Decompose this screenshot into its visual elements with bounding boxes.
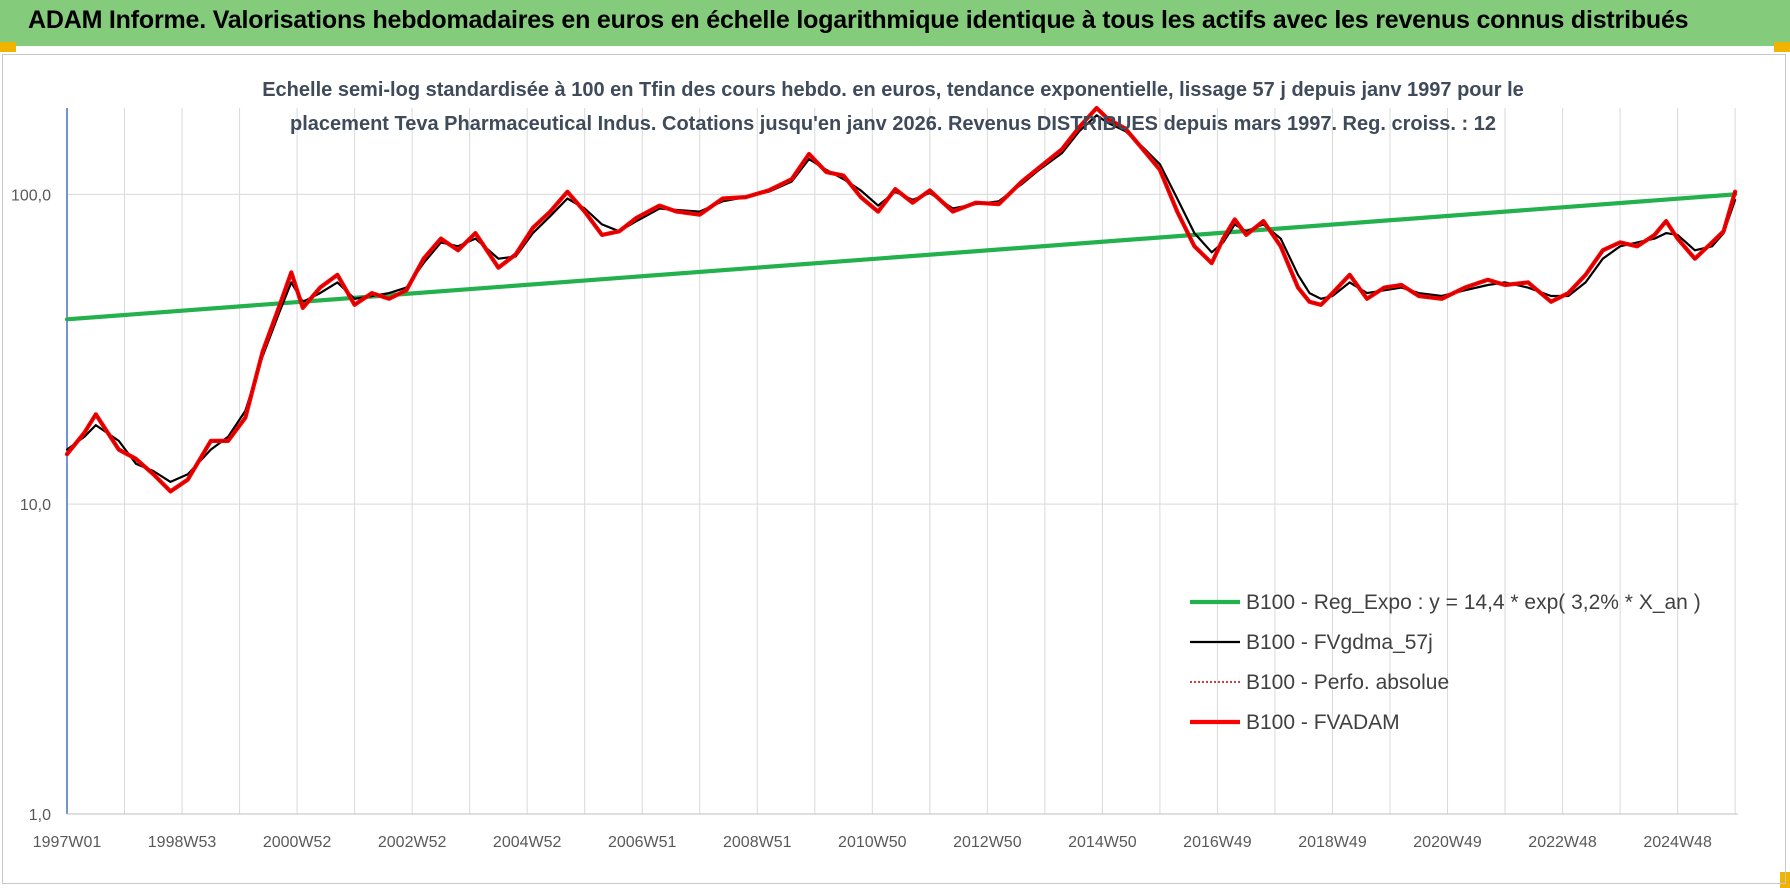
series-line-2 [66,107,1736,493]
x-tick-label: 2004W52 [493,834,562,851]
x-tick-label: 1997W01 [33,834,102,851]
legend: B100 - Reg_Expo : y = 14,4 * exp( 3,2% *… [1190,591,1701,734]
legend-label-2: B100 - Perfo. absolue [1246,671,1449,694]
y-axis: 1,0 10,0 100,0 [11,108,68,824]
x-tick-label: 2020W49 [1413,834,1482,851]
legend-label-3: B100 - FVADAM [1246,711,1400,734]
x-tick-label: 2002W52 [378,834,447,851]
series-lines [64,105,1738,494]
x-tick-label: 2016W49 [1183,834,1252,851]
series-line-0 [64,192,1738,322]
x-axis: 1997W01 1998W53 2000W52 2002W52 2004W52 2006W… [33,813,1738,851]
legend-label-0: B100 - Reg_Expo : y = 14,4 * exp( 3,2% *… [1246,591,1701,614]
x-tick-label: 2000W52 [263,834,332,851]
title-banner: ADAM Informe. Valorisations hebdomadaire… [0,0,1790,46]
x-tick-label: 2024W48 [1643,834,1712,851]
chart-frame [2,54,1786,884]
page-title: ADAM Informe. Valorisations hebdomadaire… [28,6,1689,34]
x-tick-label: 2006W51 [608,834,677,851]
x-tick-label: 2012W50 [953,834,1022,851]
legend-label-1: B100 - FVgdma_57j [1246,631,1433,654]
corner-marker-right [1774,42,1790,52]
x-tick-label: 2008W51 [723,834,792,851]
x-tick-label: 1998W53 [148,834,217,851]
y-tick-label: 1,0 [29,807,51,824]
y-tick-label: 10,0 [20,497,51,514]
chart-subtitle-line-2: placement Teva Pharmaceutical Indus. Cot… [290,113,1496,135]
x-tick-label: 2010W50 [838,834,907,851]
y-tick-label: 100,0 [11,187,51,204]
corner-marker-left [0,42,16,52]
chart-subtitle-line-1: Echelle semi-log standardisée à 100 en T… [262,79,1524,101]
x-tick-label: 2018W49 [1298,834,1367,851]
x-tick-label: 2014W50 [1068,834,1137,851]
x-tick-label: 2022W48 [1528,834,1597,851]
